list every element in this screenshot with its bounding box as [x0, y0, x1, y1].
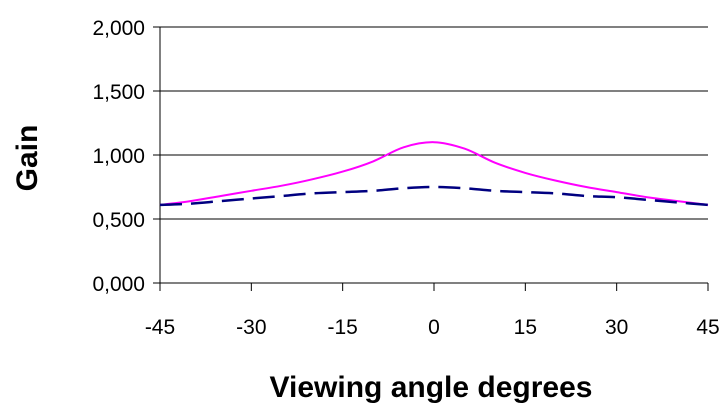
- tick-labels: 0,000 0,500 1,000 1,500 2,000 -45 -30 -15 0 15 30 4…: [92, 17, 719, 339]
- x-tick-label: 45: [696, 316, 719, 339]
- y-tick-label: 0,500: [92, 209, 145, 232]
- gridlines: [160, 26, 708, 220]
- axes: [153, 26, 709, 291]
- series-line-1: [159, 141, 709, 206]
- x-tick-label: 0: [428, 316, 440, 339]
- x-tick-label: 15: [514, 316, 537, 339]
- y-axis-title: Gain: [11, 125, 44, 192]
- y-tick-label: 1,500: [92, 81, 145, 104]
- x-tick-label: -15: [327, 316, 357, 339]
- y-tick-label: 2,000: [92, 17, 145, 40]
- y-tick-label: 1,000: [92, 145, 145, 168]
- y-tick-label: 0,000: [92, 273, 145, 296]
- data-series: [159, 141, 709, 207]
- x-axis-title: Viewing angle degrees: [270, 371, 593, 404]
- x-tick-label: -45: [145, 316, 175, 339]
- x-tick-label: -30: [236, 316, 266, 339]
- x-tick-label: 30: [605, 316, 628, 339]
- series-line-2: [159, 185, 709, 207]
